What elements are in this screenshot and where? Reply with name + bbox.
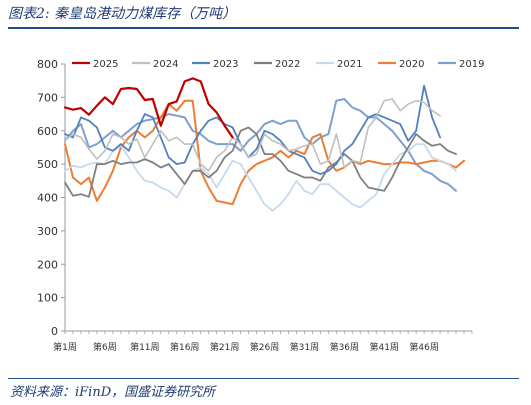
x-tick-label: 第46周: [409, 341, 438, 353]
legend-label-2025: 2025: [93, 59, 118, 70]
y-tick-label: 0: [51, 325, 58, 338]
y-tick-label: 600: [37, 125, 58, 138]
legend-label-2024: 2024: [153, 59, 178, 70]
x-tick-label: 第36周: [330, 341, 359, 353]
legend-label-2019: 2019: [459, 59, 484, 70]
source-note: 资料来源：iFinD，国盛证券研究所: [10, 385, 216, 400]
legend-label-2021: 2021: [337, 59, 362, 70]
x-tick-label: 第11周: [130, 341, 159, 353]
x-tick-label: 第6周: [93, 341, 117, 353]
y-tick-label: 800: [37, 58, 58, 71]
plot-area: [63, 77, 465, 212]
series-line-2021: [64, 143, 457, 212]
series-line-2024: [64, 98, 441, 172]
x-axis: 第1周 第6周 第11周 第16周 第21周 第26周 第31周 第36周 第41周 第46周: [53, 330, 473, 353]
y-tick-label: 500: [37, 158, 58, 171]
title-rule: [8, 27, 519, 29]
y-tick-label: 300: [37, 225, 58, 238]
x-tick-label: 第41周: [369, 341, 398, 353]
y-tick-label: 200: [37, 258, 58, 271]
series-line-2025: [63, 77, 234, 139]
x-tick-label: 第21周: [210, 341, 239, 353]
y-tick-label: 400: [37, 192, 58, 205]
x-tick-label: 第31周: [290, 341, 319, 353]
chart-legend: 2025 2024 2023 2022 2021 2020 2019: [72, 59, 484, 70]
y-tick-label: 700: [37, 91, 58, 104]
legend-label-2020: 2020: [399, 59, 424, 70]
legend-label-2022: 2022: [275, 59, 300, 70]
legend-label-2023: 2023: [213, 59, 238, 70]
series-line-2019: [64, 98, 457, 192]
x-tick-label: 第26周: [250, 341, 279, 353]
y-axis: 0 100 200 300 400 500 600 700 800: [37, 58, 66, 338]
source-rule: [8, 378, 519, 379]
series-line-2020: [64, 99, 465, 206]
x-tick-label: 第16周: [170, 341, 199, 353]
page-title: 图表2: 秦皇岛港动力煤库存（万吨）: [8, 6, 237, 22]
x-tick-label: 第1周: [53, 341, 77, 353]
y-tick-label: 100: [37, 292, 58, 305]
